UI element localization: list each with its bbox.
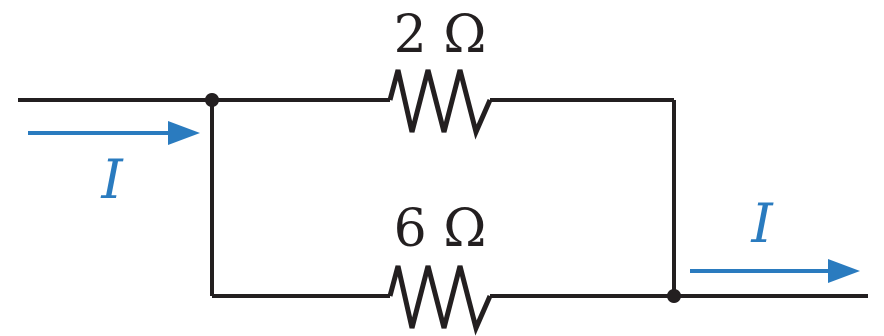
resistor-bottom-label: 6 Ω (394, 199, 487, 259)
output-current-label: I (750, 192, 774, 255)
resistor-top-label: 2 Ω (394, 5, 487, 65)
output-current-arrowhead (828, 259, 860, 283)
resistor-bottom (387, 265, 493, 336)
input-current-label: I (100, 148, 124, 211)
junction-node-left (205, 93, 219, 107)
junction-node-right (667, 289, 681, 303)
input-current-arrowhead (168, 121, 200, 145)
resistor-top (387, 69, 493, 140)
